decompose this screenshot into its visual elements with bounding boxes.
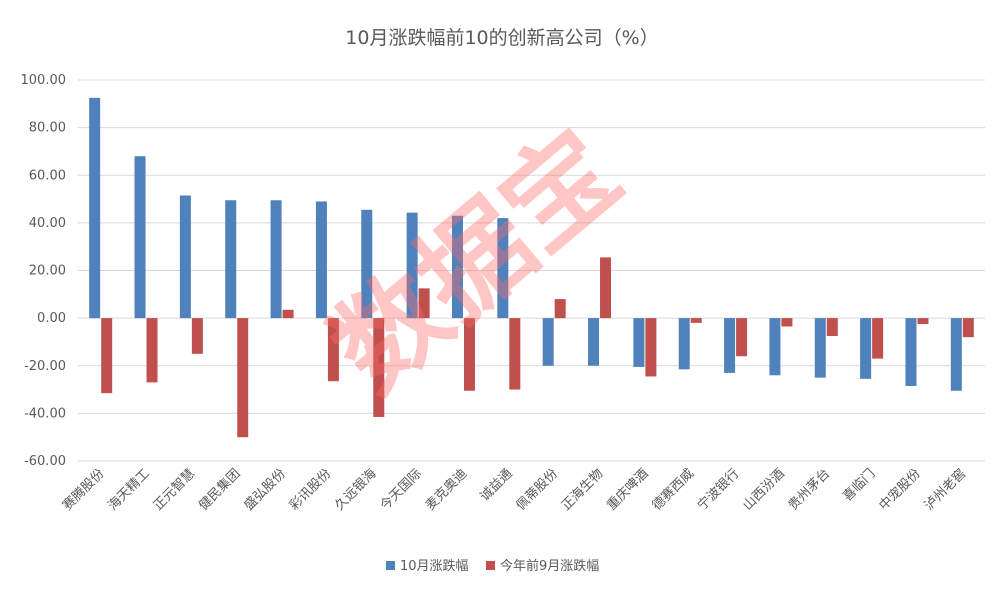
x-tick-label: 久远银海 bbox=[332, 466, 379, 513]
bar-oct bbox=[89, 97, 101, 319]
x-tick-label: 重庆啤酒 bbox=[604, 466, 652, 514]
bar-jan-sep bbox=[736, 318, 748, 357]
x-tick-label: 彩讯股份 bbox=[287, 466, 334, 513]
bar-jan-sep bbox=[600, 257, 612, 319]
bar-oct bbox=[225, 200, 237, 319]
bar-oct bbox=[905, 318, 917, 386]
bar-oct bbox=[179, 195, 191, 319]
x-tick-label: 中宠股份 bbox=[876, 466, 924, 514]
bar-oct bbox=[814, 318, 826, 378]
bar-jan-sep bbox=[237, 318, 249, 438]
legend-label: 10月涨跌幅 bbox=[400, 558, 469, 574]
y-tick-label: -40.00 bbox=[24, 406, 66, 421]
bar-jan-sep bbox=[826, 318, 838, 336]
bar-jan-sep bbox=[101, 318, 113, 394]
legend-swatch bbox=[386, 561, 395, 570]
bar-oct bbox=[860, 318, 872, 379]
y-axis-ticks: 100.00 80.00 60.00 40.00 20.00 0.00 -20.00 -40.… bbox=[21, 73, 67, 469]
bar-jan-sep bbox=[463, 318, 475, 391]
x-tick-label: 赛腾股份 bbox=[59, 466, 107, 514]
bar-jan-sep bbox=[917, 318, 929, 325]
bar-oct bbox=[588, 318, 600, 366]
x-tick-label: 泸州老窖 bbox=[921, 466, 969, 514]
bar-jan-sep bbox=[327, 318, 339, 382]
y-tick-label: 80.00 bbox=[29, 121, 66, 136]
bar-jan-sep bbox=[554, 299, 566, 319]
bar-oct bbox=[769, 318, 781, 376]
bar-jan-sep bbox=[781, 318, 793, 327]
bar-jan-sep bbox=[373, 318, 385, 417]
y-tick-label: 40.00 bbox=[29, 216, 66, 231]
x-tick-label: 德赛西威 bbox=[649, 466, 697, 514]
bar-jan-sep bbox=[418, 288, 430, 319]
x-tick-label: 盛弘股份 bbox=[242, 466, 289, 513]
x-tick-label: 麦克奥迪 bbox=[423, 466, 470, 513]
y-tick-label: 100.00 bbox=[21, 73, 67, 88]
bar-jan-sep bbox=[509, 318, 521, 390]
x-tick-label: 海天精工 bbox=[105, 466, 152, 513]
bar-oct bbox=[361, 209, 373, 319]
legend: 10月涨跌幅 今年前9月涨跌幅 bbox=[386, 558, 599, 574]
bar-oct bbox=[633, 318, 645, 367]
bar-jan-sep bbox=[690, 318, 702, 323]
x-tick-label: 山西汾酒 bbox=[740, 466, 787, 513]
y-tick-label: 20.00 bbox=[29, 264, 66, 279]
y-tick-label: 0.00 bbox=[37, 311, 66, 326]
bar-jan-sep bbox=[872, 318, 884, 359]
x-tick-label: 正元智慧 bbox=[150, 466, 198, 514]
bar-oct bbox=[406, 212, 418, 319]
y-tick-label: 60.00 bbox=[29, 168, 66, 183]
x-tick-label: 诚益通 bbox=[477, 466, 515, 504]
bar-oct bbox=[134, 156, 146, 319]
bar-oct bbox=[315, 201, 327, 319]
y-tick-label: -60.00 bbox=[24, 454, 66, 469]
x-tick-label: 正海生物 bbox=[559, 466, 606, 513]
x-tick-label: 贵州茅台 bbox=[786, 466, 833, 513]
x-tick-label: 今天国际 bbox=[377, 466, 425, 514]
bar-oct bbox=[678, 318, 690, 370]
x-tick-label: 宁波银行 bbox=[694, 466, 742, 514]
bar-jan-sep bbox=[282, 309, 294, 319]
bar-oct bbox=[451, 215, 463, 319]
y-tick-label: -20.00 bbox=[24, 359, 66, 374]
bar-jan-sep bbox=[191, 318, 203, 354]
bars bbox=[89, 97, 974, 438]
x-tick-label: 健民集团 bbox=[195, 466, 243, 514]
legend-swatch bbox=[486, 561, 495, 570]
legend-label: 今年前9月涨跌幅 bbox=[500, 558, 599, 574]
bar-oct bbox=[270, 200, 282, 319]
bar-oct bbox=[724, 318, 736, 373]
bar-jan-sep bbox=[146, 318, 158, 383]
bar-oct bbox=[950, 318, 962, 391]
x-tick-label: 佩蒂股份 bbox=[514, 466, 561, 513]
bar-jan-sep bbox=[962, 318, 974, 338]
bar-jan-sep bbox=[645, 318, 657, 377]
x-tick-label: 喜临门 bbox=[840, 466, 878, 504]
bar-oct bbox=[542, 318, 554, 366]
bar-oct bbox=[497, 218, 509, 319]
watermark: 数据宝 bbox=[308, 106, 643, 416]
chart-title: 10月涨跌幅前10的创新高公司（%） bbox=[345, 27, 658, 49]
